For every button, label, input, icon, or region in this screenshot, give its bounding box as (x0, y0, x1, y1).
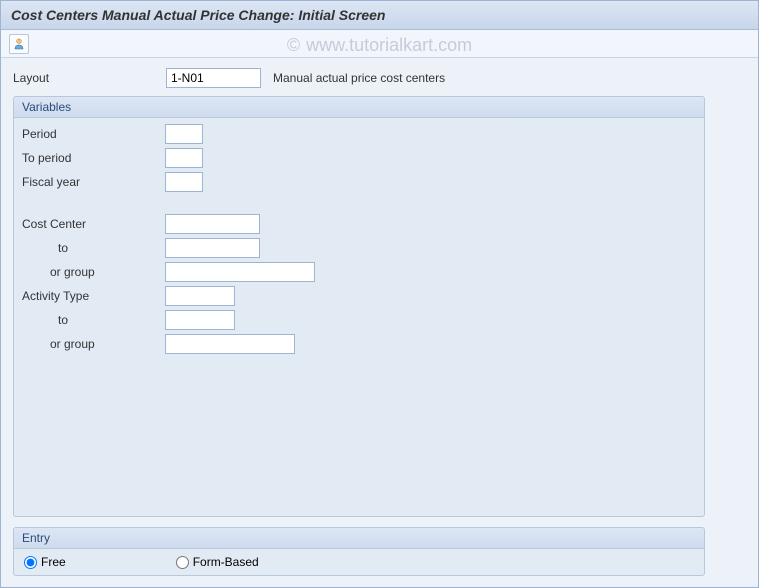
window-title: Cost Centers Manual Actual Price Change:… (11, 7, 385, 23)
entry-form-based-label: Form-Based (193, 555, 259, 569)
spacer (14, 194, 704, 212)
person-icon[interactable] (9, 34, 29, 54)
activity-type-label: Activity Type (20, 289, 165, 303)
cost-center-group-row: or group (14, 260, 704, 284)
activity-type-row: Activity Type (14, 284, 704, 308)
variables-content: Period To period Fiscal year Cost Center (14, 118, 704, 360)
entry-free-label: Free (41, 555, 66, 569)
cost-center-to-row: to (14, 236, 704, 260)
activity-type-group-label: or group (20, 337, 165, 351)
content-area: Layout Manual actual price cost centers … (1, 58, 758, 586)
variables-title: Variables (14, 97, 704, 118)
cost-center-group-label: or group (20, 265, 165, 279)
layout-row: Layout Manual actual price cost centers (13, 68, 746, 88)
activity-type-to-row: to (14, 308, 704, 332)
period-input[interactable] (165, 124, 203, 144)
to-period-label: To period (20, 151, 165, 165)
variables-group: Variables Period To period Fiscal year C… (13, 96, 705, 517)
entry-group: Entry Free Form-Based (13, 527, 705, 576)
activity-type-input[interactable] (165, 286, 235, 306)
fiscal-year-input[interactable] (165, 172, 203, 192)
cost-center-row: Cost Center (14, 212, 704, 236)
cost-center-to-label: to (20, 241, 165, 255)
entry-free-option[interactable]: Free (24, 555, 66, 569)
window-title-bar: Cost Centers Manual Actual Price Change:… (1, 1, 758, 30)
activity-type-to-input[interactable] (165, 310, 235, 330)
fiscal-year-label: Fiscal year (20, 175, 165, 189)
to-period-row: To period (14, 146, 704, 170)
entry-free-radio[interactable] (24, 556, 37, 569)
layout-input[interactable] (166, 68, 261, 88)
period-label: Period (20, 127, 165, 141)
cost-center-group-input[interactable] (165, 262, 315, 282)
activity-type-to-label: to (20, 313, 165, 327)
entry-form-based-option[interactable]: Form-Based (176, 555, 259, 569)
cost-center-to-input[interactable] (165, 238, 260, 258)
fiscal-year-row: Fiscal year (14, 170, 704, 194)
sap-window: Cost Centers Manual Actual Price Change:… (0, 0, 759, 588)
entry-content: Free Form-Based (14, 549, 704, 575)
to-period-input[interactable] (165, 148, 203, 168)
entry-form-based-radio[interactable] (176, 556, 189, 569)
cost-center-input[interactable] (165, 214, 260, 234)
toolbar (1, 30, 758, 58)
layout-label: Layout (13, 71, 158, 85)
activity-type-group-row: or group (14, 332, 704, 356)
period-row: Period (14, 122, 704, 146)
cost-center-label: Cost Center (20, 217, 165, 231)
activity-type-group-input[interactable] (165, 334, 295, 354)
layout-description: Manual actual price cost centers (273, 71, 445, 85)
entry-title: Entry (14, 528, 704, 549)
